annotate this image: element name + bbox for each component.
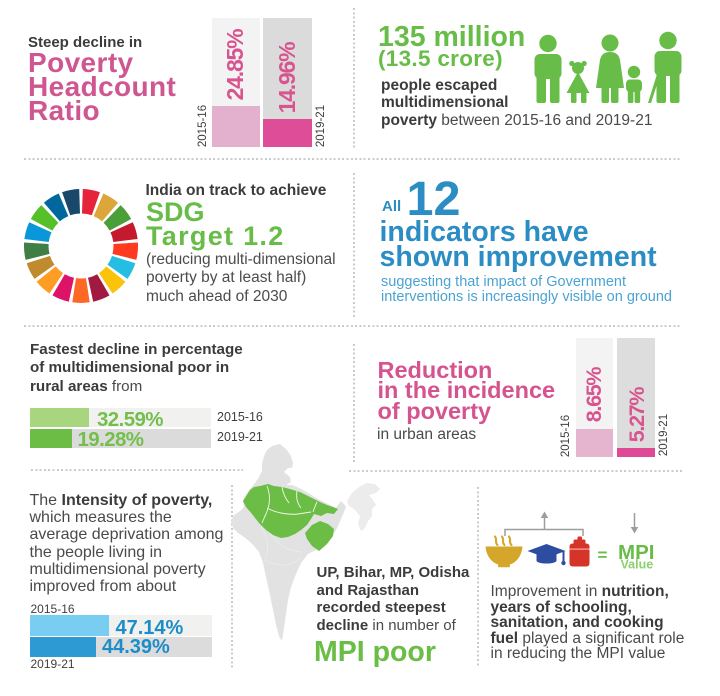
svg-text:MPI: MPI [618, 541, 654, 564]
svg-text:Value: Value [621, 558, 654, 572]
svg-text:=: = [598, 546, 608, 565]
